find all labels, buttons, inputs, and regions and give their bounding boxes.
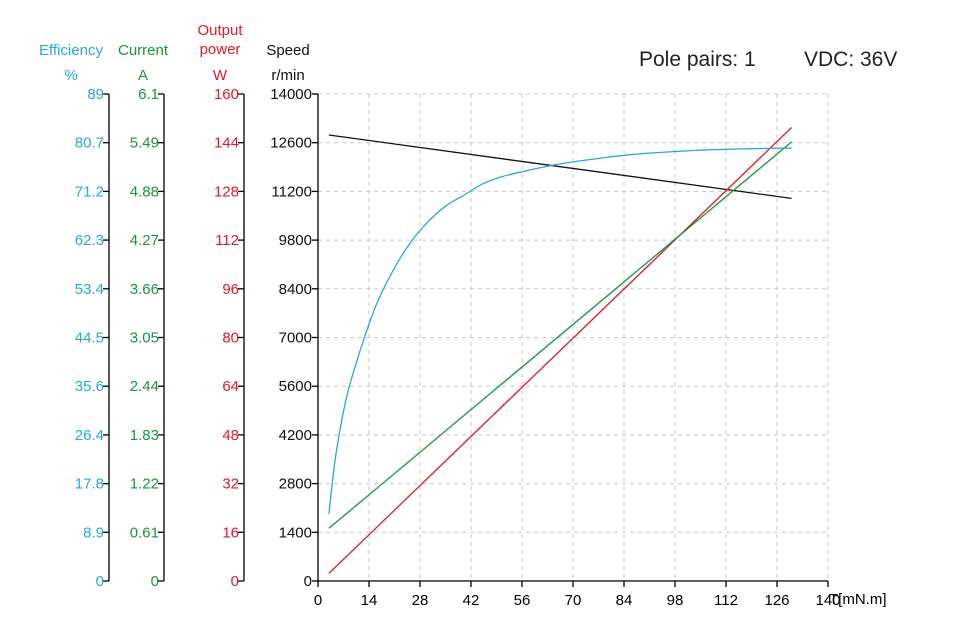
current-tick-label: 0.61: [130, 524, 159, 541]
current-tick-label: 5.49: [130, 135, 159, 152]
current-tick-label: 6.1: [138, 86, 159, 103]
power-tick-label: 144: [214, 135, 239, 152]
x-axis-label: T[mN.m]: [829, 591, 887, 608]
current-tick-label: 0: [151, 573, 159, 590]
x-tick-label: 14: [361, 592, 378, 609]
x-tick-label: 112: [714, 592, 738, 609]
speed-tick-label: 1400: [279, 524, 312, 541]
axes: 0 14 28 42 56 70 84 98 112 126 14008.917.826.435.6…: [39, 22, 840, 609]
power-tick-label: 160: [214, 86, 239, 103]
efficiency-tick-label: 62.3: [75, 232, 104, 249]
current-axis-unit: A: [138, 67, 148, 84]
current-curve: [328, 141, 793, 529]
efficiency-tick-label: 26.4: [75, 427, 104, 444]
power-axis: 0 16 32 48 64 80 96 112 128 144 160 Output power W: [197, 22, 245, 590]
current-tick-label: 3.66: [130, 281, 159, 298]
current-axis: 0 0.61 1.22 1.83 2.44 3.05 3.66 4.27 4.88 5.49 6.1…: [118, 42, 169, 590]
x-tick-label: 84: [616, 592, 633, 609]
x-tick-label: 0: [314, 592, 322, 609]
speed-tick-label: 9800: [279, 232, 312, 249]
current-tick-label: 2.44: [130, 378, 159, 395]
efficiency-tick-label: 80.7: [75, 135, 104, 152]
power-tick-label: 32: [222, 476, 239, 493]
x-tick-label: 126: [764, 592, 789, 609]
efficiency-axis-unit: %: [64, 67, 77, 84]
efficiency-tick-label: 53.4: [75, 281, 104, 298]
efficiency-tick-label: 89: [87, 86, 104, 103]
speed-curve: [328, 134, 792, 200]
speed-tick-label: 12600: [270, 135, 312, 152]
speed-tick-label: 4200: [279, 427, 312, 444]
speed-axis-unit: r/min: [271, 67, 304, 84]
power-tick-label: 128: [214, 183, 239, 200]
speed-tick-label: 7000: [279, 330, 312, 347]
power-tick-label: 80: [222, 330, 239, 347]
current-tick-label: 4.27: [130, 232, 159, 249]
power-tick-label: 16: [222, 524, 239, 541]
current-tick-label: 1.83: [130, 427, 159, 444]
power-axis-title: Output: [197, 22, 243, 39]
efficiency-axis: 0 8.9 17.8 26.4 35.6 44.5 53.4 62.3 71.2 80.7 89 Ef…: [39, 42, 110, 590]
power-tick-label: 96: [222, 281, 239, 298]
current-tick-label: 4.88: [130, 183, 159, 200]
speed-axis: 0 1400 2800 4200 5600 7000 8400 9800 11200 12600 1…: [266, 42, 319, 590]
power-tick-label: 112: [215, 232, 239, 249]
vdc-label: VDC: 36V: [804, 48, 897, 71]
efficiency-tick-label: 44.5: [75, 330, 104, 347]
power-axis-title: power: [200, 41, 241, 58]
x-tick-label: 42: [463, 592, 480, 609]
speed-tick-label: 8400: [279, 281, 312, 298]
power-axis-unit: W: [213, 67, 228, 84]
x-tick-label: 70: [565, 592, 582, 609]
power-tick-label: 48: [222, 427, 239, 444]
efficiency-curve: [328, 147, 792, 514]
efficiency-tick-label: 71.2: [75, 183, 104, 200]
speed-tick-label: 11200: [271, 183, 312, 200]
efficiency-tick-label: 0: [96, 573, 104, 590]
current-tick-label: 3.05: [130, 330, 159, 347]
current-axis-title: Current: [118, 42, 169, 59]
efficiency-tick-label: 8.9: [83, 524, 104, 541]
speed-tick-label: 0: [304, 573, 312, 590]
series: [328, 127, 793, 574]
x-tick-label: 98: [667, 592, 684, 609]
speed-tick-label: 5600: [279, 378, 312, 395]
current-tick-label: 1.22: [130, 476, 159, 493]
speed-axis-title: Speed: [266, 42, 309, 59]
speed-tick-label: 14000: [270, 86, 312, 103]
efficiency-tick-label: 17.8: [75, 476, 104, 493]
efficiency-axis-title: Efficiency: [39, 42, 103, 59]
pole-pairs-label: Pole pairs: 1: [639, 48, 756, 71]
x-tick-label: 140: [815, 592, 840, 609]
power-tick-label: 64: [222, 378, 239, 395]
speed-tick-label: 2800: [279, 476, 312, 493]
efficiency-tick-label: 35.6: [75, 378, 104, 395]
power-tick-label: 0: [231, 573, 239, 590]
x-tick-label: 56: [514, 592, 531, 609]
power-curve: [328, 127, 793, 574]
x-tick-label: 28: [412, 592, 429, 609]
